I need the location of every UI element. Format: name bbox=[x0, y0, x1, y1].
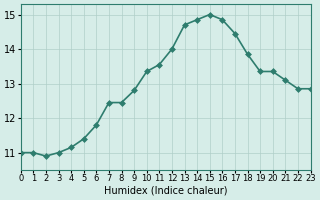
X-axis label: Humidex (Indice chaleur): Humidex (Indice chaleur) bbox=[104, 186, 228, 196]
